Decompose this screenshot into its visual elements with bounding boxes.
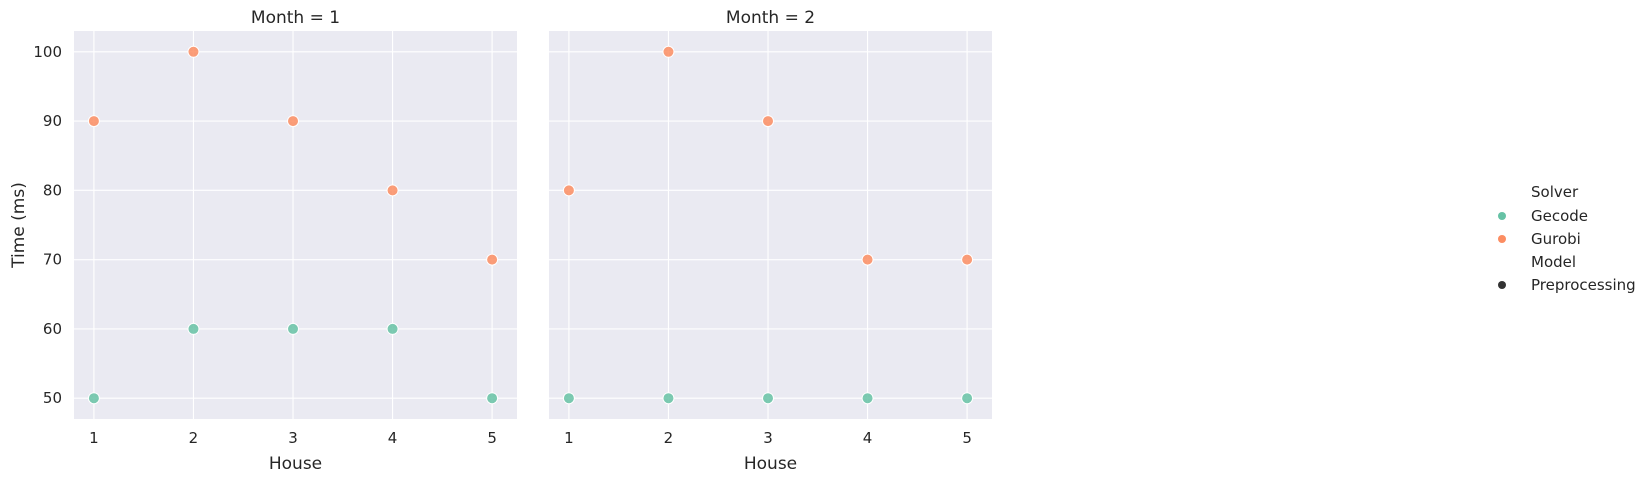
- point-gecode: [187, 322, 200, 335]
- legend-marker-preprocessing: [1498, 281, 1506, 289]
- y-tick-label: 100: [33, 43, 62, 61]
- y-tick-label: 80: [43, 181, 62, 199]
- legend-title-model: Model: [1531, 253, 1576, 271]
- y-tick-label: 50: [43, 389, 62, 407]
- x-tick-label: 3: [288, 429, 298, 447]
- y-axis-label: Time (ms): [9, 182, 29, 269]
- y-tick-label: 60: [43, 320, 62, 338]
- panel-title: Month = 2: [726, 8, 815, 28]
- legend-marker-gecode: [1498, 212, 1506, 220]
- point-gurobi: [861, 253, 874, 266]
- x-axis-label: House: [744, 454, 797, 474]
- plot-area: [549, 31, 992, 419]
- x-tick-label: 1: [564, 429, 574, 447]
- legend-marker-gurobi: [1498, 235, 1506, 243]
- x-tick-label: 1: [89, 429, 99, 447]
- x-tick-label: 4: [388, 429, 398, 447]
- legend-title-solver: Solver: [1531, 183, 1579, 201]
- point-gecode: [386, 322, 399, 335]
- point-gurobi: [961, 253, 974, 266]
- x-tick-label: 2: [664, 429, 674, 447]
- legend: Solver Gecode Gurobi Model Preprocessing: [1498, 183, 1636, 294]
- point-gurobi: [562, 184, 575, 197]
- x-tick-label: 3: [763, 429, 773, 447]
- point-gecode: [762, 392, 775, 405]
- legend-label-preprocessing: Preprocessing: [1531, 276, 1636, 294]
- point-gecode: [287, 322, 300, 335]
- point-gurobi: [287, 115, 300, 128]
- legend-label-gurobi: Gurobi: [1531, 230, 1581, 248]
- point-gurobi: [662, 45, 675, 58]
- x-tick-label: 5: [962, 429, 972, 447]
- point-gurobi: [87, 115, 100, 128]
- panel-title: Month = 1: [251, 8, 340, 28]
- point-gecode: [961, 392, 974, 405]
- legend-label-gecode: Gecode: [1531, 207, 1588, 225]
- point-gurobi: [762, 115, 775, 128]
- point-gurobi: [486, 253, 499, 266]
- x-axis-label: House: [269, 454, 322, 474]
- y-tick-label: 70: [43, 251, 62, 269]
- x-tick-label: 4: [863, 429, 873, 447]
- y-tick-label: 90: [43, 112, 62, 130]
- point-gecode: [562, 392, 575, 405]
- point-gurobi: [187, 45, 200, 58]
- x-tick-label: 5: [487, 429, 497, 447]
- panel-2: 1 2 3 4 5 House Month = 2: [549, 8, 992, 474]
- panel-1: 1 2 3 4 5 50 60 70 80 90 100 Time (ms) House Month = …: [9, 8, 517, 474]
- x-tick-label: 2: [189, 429, 199, 447]
- point-gecode: [87, 392, 100, 405]
- point-gecode: [861, 392, 874, 405]
- point-gurobi: [386, 184, 399, 197]
- plot-area: [74, 31, 517, 419]
- point-gecode: [486, 392, 499, 405]
- point-gecode: [662, 392, 675, 405]
